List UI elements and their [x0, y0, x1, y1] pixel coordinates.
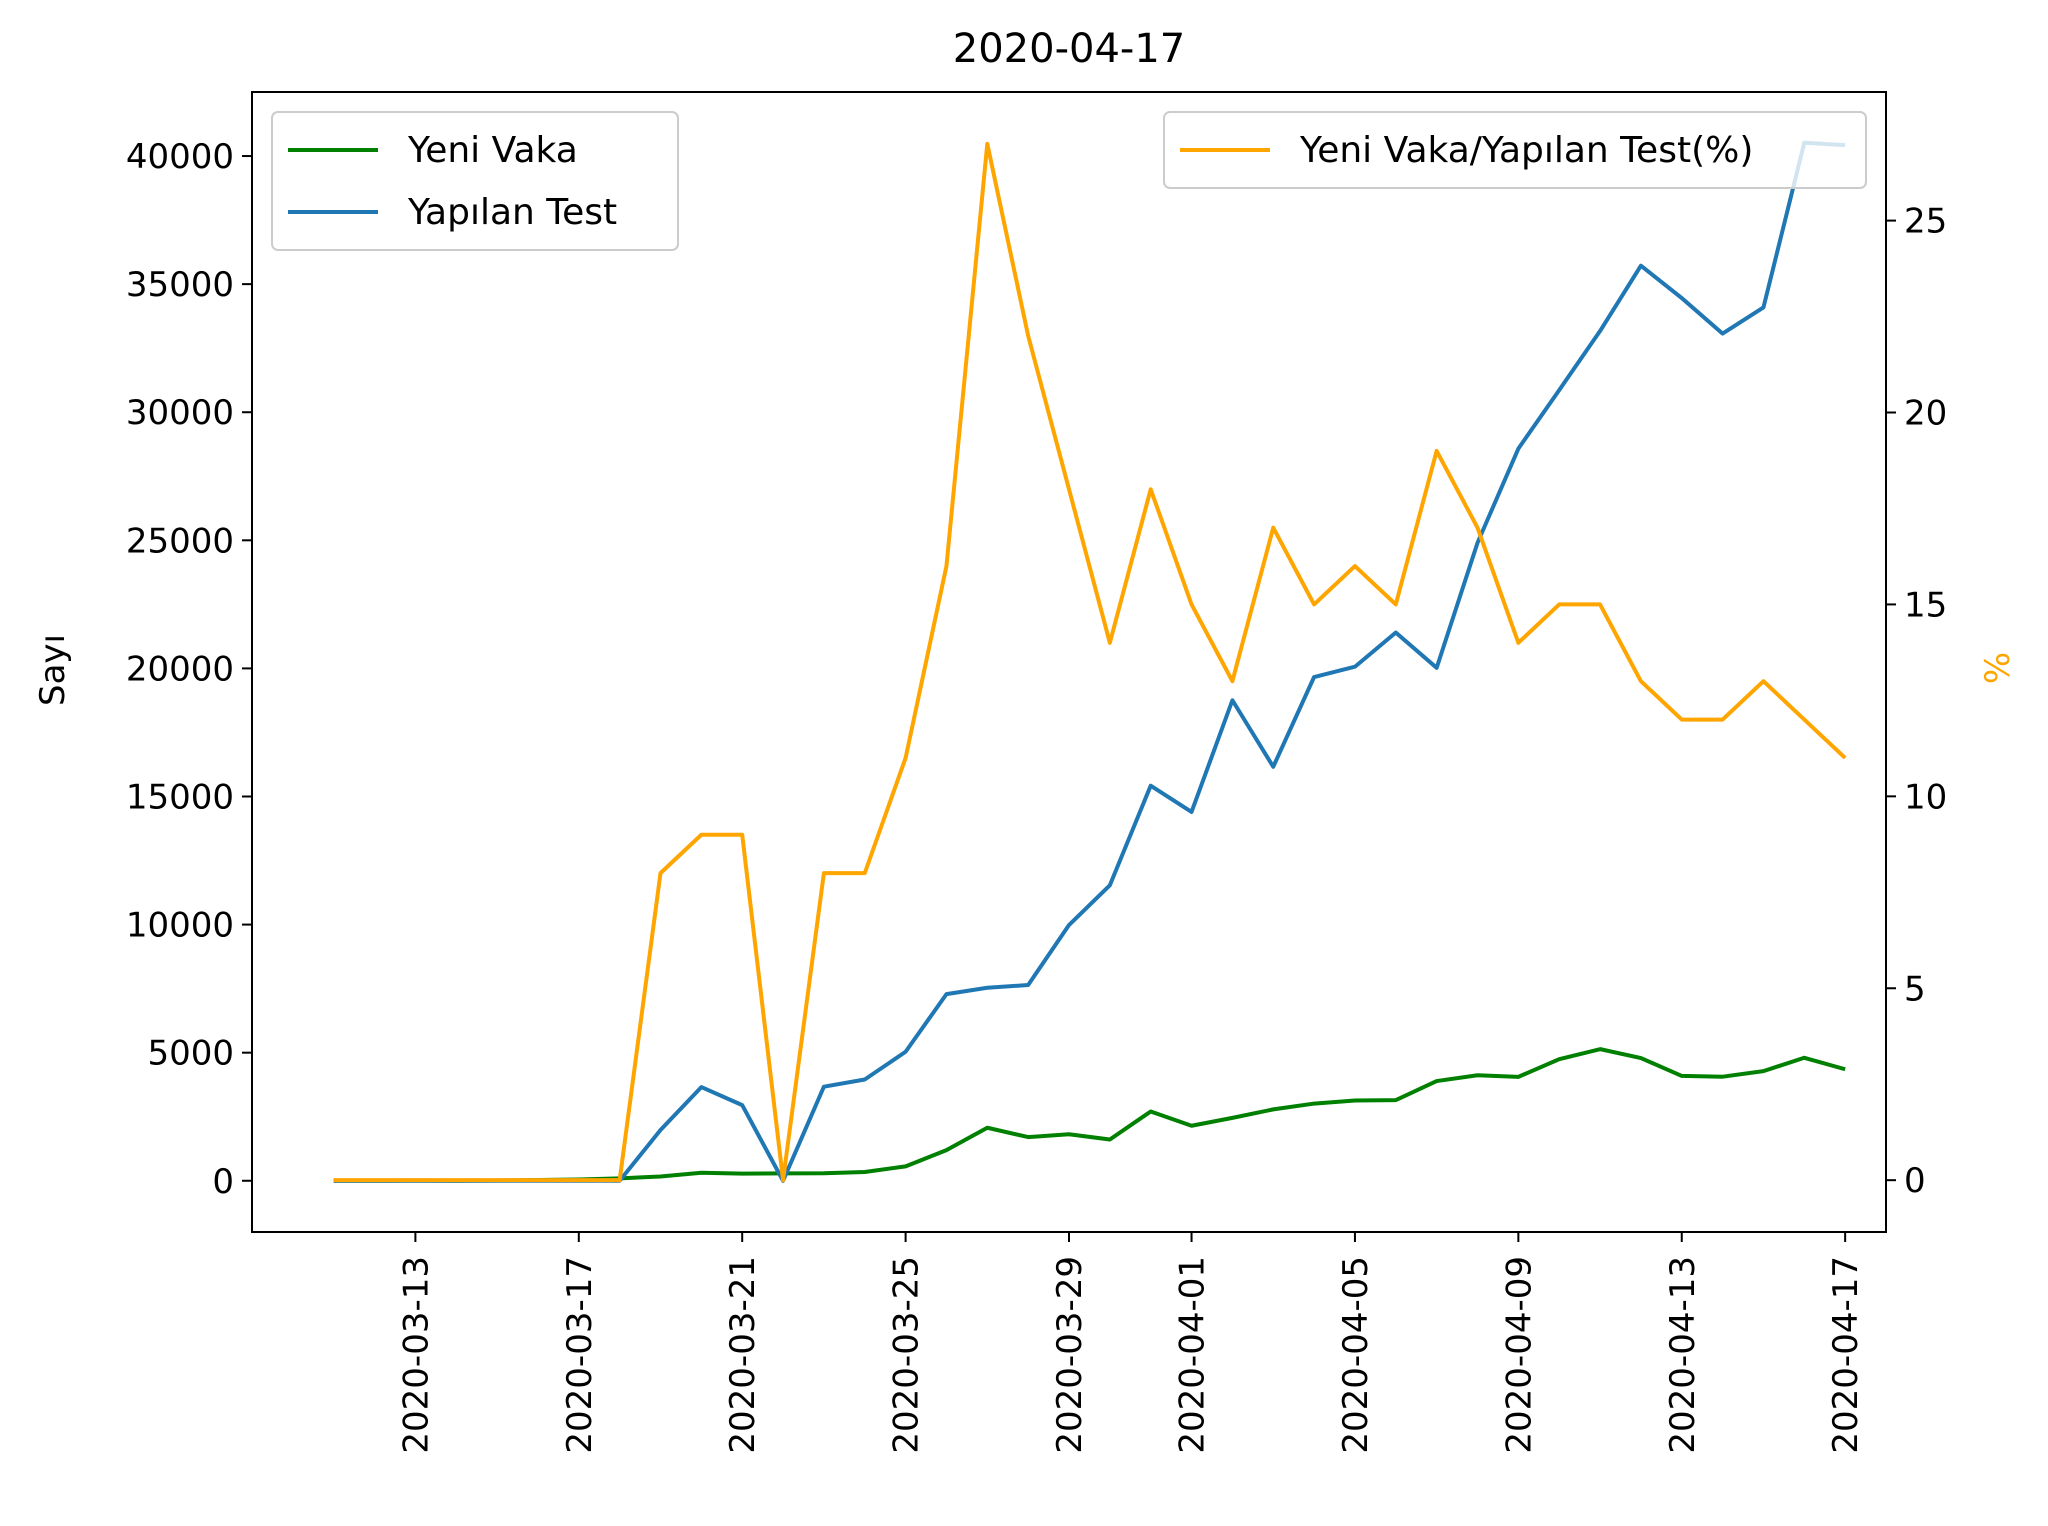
y-tick-label-left: 40000	[126, 137, 234, 177]
x-tick-label: 2020-04-05	[1336, 1256, 1376, 1454]
legend-left-box	[271, 111, 679, 251]
series-line-right-0	[333, 141, 1847, 1183]
y-tick-label-left: 0	[212, 1162, 234, 1202]
legend-label-yeni-vaka: Yeni Vaka	[407, 130, 578, 171]
chart-title: 2020-04-17	[953, 26, 1185, 72]
x-tick-label: 2020-04-17	[1826, 1256, 1866, 1454]
x-tick-label: 2020-04-13	[1663, 1256, 1703, 1454]
y-tick-label-left: 30000	[126, 393, 234, 433]
x-tick-label: 2020-03-25	[887, 1256, 927, 1454]
y-tick-label-right: 10	[1904, 777, 1947, 817]
legend-right-box	[1163, 111, 1867, 189]
legend-label-yapilan-test: Yapılan Test	[407, 192, 617, 233]
y-tick-label-left: 20000	[126, 649, 234, 689]
x-tick-label: 2020-03-21	[723, 1256, 763, 1454]
x-tick-label: 2020-03-13	[396, 1256, 436, 1454]
y-tick-label-left: 35000	[126, 265, 234, 305]
legend-label-oran: Yeni Vaka/Yapılan Test(%)	[1299, 130, 1753, 171]
y-tick-label-left: 10000	[126, 906, 234, 946]
legend-left: Yeni Vaka Yapılan Test	[271, 111, 679, 251]
y-axis-label-right: %	[1978, 652, 2018, 684]
y-tick-label-right: 5	[1904, 969, 1926, 1009]
plot-frame	[251, 91, 1887, 1233]
y-axis-ticks-right: 0 5 10 15 20 25	[1886, 202, 1947, 1201]
x-tick-label: 2020-04-09	[1499, 1256, 1539, 1454]
series-lines	[333, 140, 1847, 1183]
x-tick-label: 2020-04-01	[1173, 1256, 1213, 1454]
y-tick-label-right: 15	[1904, 585, 1947, 625]
y-tick-label-right: 20	[1904, 394, 1947, 434]
y-tick-label-right: 25	[1904, 202, 1947, 242]
legend-right: Yeni Vaka/Yapılan Test(%)	[1163, 111, 1867, 189]
y-tick-label-right: 0	[1904, 1161, 1926, 1201]
x-tick-label: 2020-03-29	[1050, 1256, 1090, 1454]
x-tick-label: 2020-03-17	[560, 1256, 600, 1454]
x-axis-ticks: 2020-03-13 2020-03-17 2020-03-21 2020-03-25…	[396, 1232, 1866, 1454]
y-tick-label-left: 15000	[126, 777, 234, 817]
y-tick-label-left: 25000	[126, 521, 234, 561]
y-axis-label-left: Sayı	[33, 634, 73, 706]
y-axis-ticks-left: 0 5000 10000 15000 20000 25000 30000 35000 40000	[126, 137, 252, 1202]
y-tick-label-left: 5000	[147, 1034, 234, 1074]
